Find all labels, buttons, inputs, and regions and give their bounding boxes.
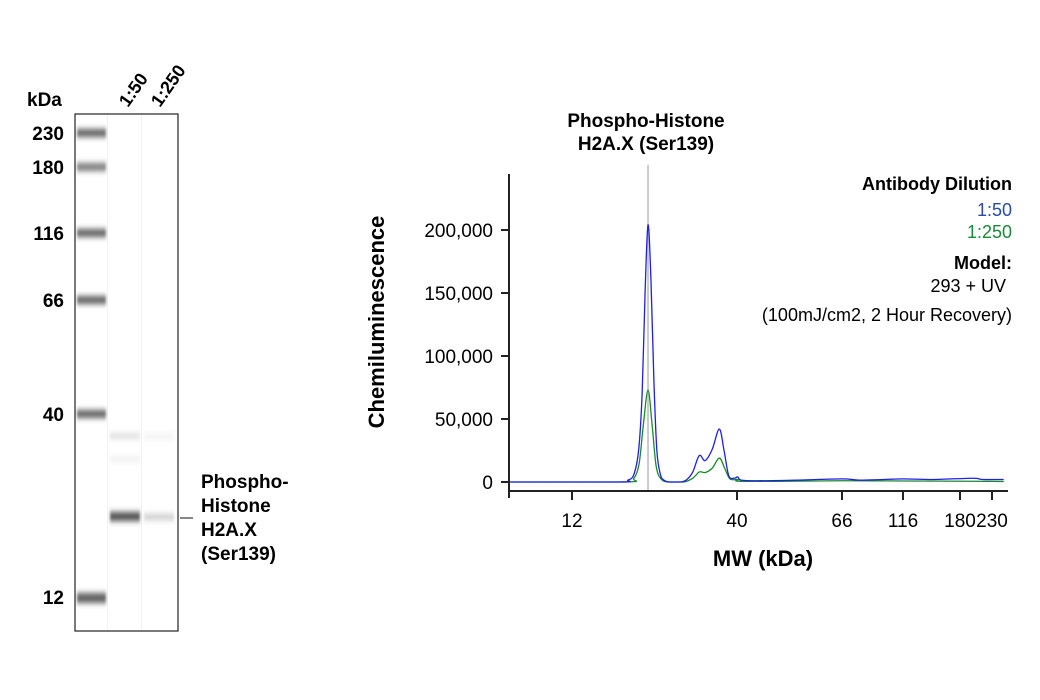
y-axis-title: Chemiluminescence	[364, 216, 389, 429]
svg-text:(Ser139): (Ser139)	[201, 544, 276, 565]
y-tick-label: 0	[482, 473, 493, 494]
legend-item-1-50: 1:50	[977, 200, 1012, 220]
lane-label-2: 1:250	[147, 61, 190, 110]
ladder-label-66: 66	[43, 291, 64, 312]
blot-panel: kDa 1:50 1:250 Phospho- Histone H2A.X (S…	[27, 61, 289, 632]
ladder-label-180: 180	[32, 158, 64, 179]
y-tick-label: 100,000	[424, 347, 493, 368]
band-1-250-target	[144, 514, 174, 520]
legend: Antibody Dilution 1:50 1:250 Model: 293 …	[762, 174, 1012, 325]
x-tick-label: 40	[726, 511, 747, 532]
ladder-band-230	[77, 129, 106, 137]
ladder-band-12	[77, 593, 106, 603]
x-tick-label: 116	[888, 511, 918, 532]
band-1-250-faint	[144, 434, 174, 439]
ladder-label-40: 40	[43, 405, 64, 426]
band-1-50-faint-2	[110, 456, 140, 462]
y-tick-label: 150,000	[424, 284, 493, 305]
chart-title-line-2: H2A.X (Ser139)	[578, 134, 714, 155]
ladder-band-40	[77, 410, 106, 418]
chart-title-line-1: Phospho-Histone	[567, 111, 724, 132]
sample-bands	[110, 433, 174, 521]
target-label: Phospho- Histone H2A.X (Ser139)	[201, 472, 289, 565]
band-1-50-faint	[110, 433, 140, 439]
model-label: Model:	[954, 253, 1012, 273]
x-tick-label: 180	[944, 511, 976, 532]
ladder-band-66	[77, 296, 106, 304]
svg-text:Phospho-: Phospho-	[201, 472, 289, 493]
y-tick-label: 50,000	[435, 410, 493, 431]
model-line-2: (100mJ/cm2, 2 Hour Recovery)	[762, 305, 1012, 325]
y-tick-label: 200,000	[424, 221, 493, 242]
x-tick-label: 230	[976, 511, 1008, 532]
chart: Phospho-Histone H2A.X (Ser139) Chemilumi…	[364, 111, 1012, 571]
model-line-1: 293 + UV	[930, 276, 1006, 296]
ladder-band-180	[77, 163, 106, 171]
legend-item-1-250: 1:250	[967, 222, 1012, 242]
x-tick-label: 12	[561, 511, 582, 532]
kda-label: kDa	[27, 90, 62, 111]
ladder-lane	[77, 129, 106, 603]
series-line-1-50	[510, 224, 1004, 483]
series-line-1-250	[510, 389, 1005, 483]
ladder-band-116	[77, 229, 106, 237]
ladder-label-116: 116	[33, 224, 64, 245]
x-axis-title: MW (kDa)	[713, 546, 813, 571]
svg-text:Histone: Histone	[201, 496, 271, 517]
lane-label-1: 1:50	[115, 69, 152, 110]
blot-frame	[74, 113, 179, 632]
band-1-50-target	[110, 512, 140, 521]
legend-title: Antibody Dilution	[862, 174, 1012, 194]
ladder-label-12: 12	[43, 588, 64, 609]
ladder-label-230: 230	[32, 124, 64, 145]
x-tick-label: 66	[831, 511, 852, 532]
svg-text:H2A.X: H2A.X	[201, 520, 257, 541]
